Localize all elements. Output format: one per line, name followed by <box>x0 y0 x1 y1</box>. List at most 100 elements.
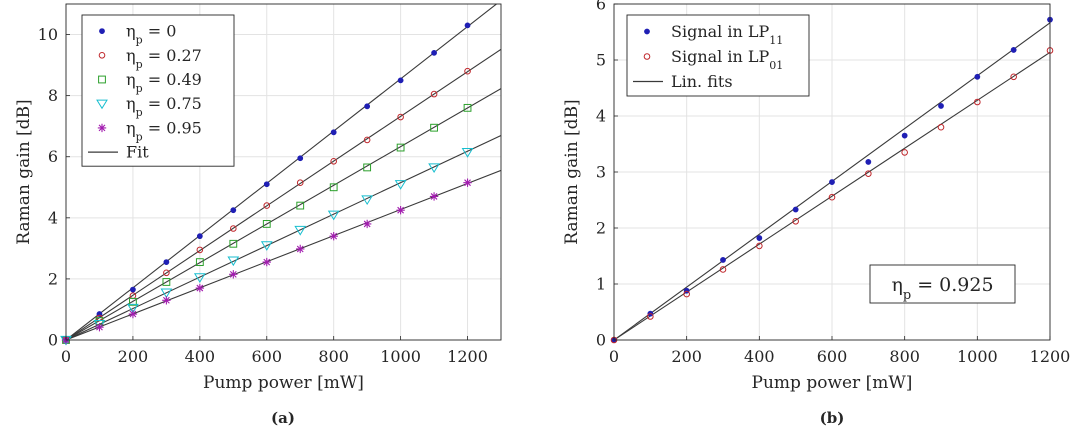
x-tick-label: 1200 <box>447 347 488 366</box>
y-tick-label: 2 <box>48 269 58 288</box>
data-point <box>330 129 337 136</box>
data-point <box>162 296 171 305</box>
data-point <box>683 290 690 298</box>
data-point <box>160 288 173 299</box>
data-point <box>792 206 799 213</box>
data-point <box>130 286 136 293</box>
data-point <box>756 235 763 241</box>
x-axis-label: Pump power [mW] <box>752 373 913 393</box>
data-point <box>865 159 872 165</box>
data-point <box>263 181 270 188</box>
annotation: ηp = 0.925 <box>869 264 1016 304</box>
legend-item-fit: Fit <box>88 143 149 162</box>
series-1 <box>611 16 1053 343</box>
legend-item: ηp = 0.95 <box>97 118 202 143</box>
x-tick-label: 400 <box>744 347 775 366</box>
legend-marker <box>644 28 650 35</box>
legend-marker <box>643 53 651 60</box>
fit-line <box>66 135 501 340</box>
fit-lines <box>66 4 501 340</box>
y-tick-label: 0 <box>48 331 58 350</box>
data-point <box>229 270 238 279</box>
x-tick-label: 1200 <box>1030 347 1071 366</box>
y-axis-label: Raman gain [dB] <box>14 99 34 244</box>
data-point <box>127 303 139 314</box>
data-point <box>463 103 472 112</box>
series-3 <box>62 103 472 344</box>
legend-label: ηp = 0.49 <box>126 70 202 95</box>
data-point <box>263 202 271 209</box>
panel-caption: (b) <box>820 409 845 427</box>
data-point <box>464 67 471 75</box>
legend-marker <box>97 123 107 133</box>
data-point <box>865 170 872 177</box>
y-tick-label: 5 <box>596 51 606 70</box>
data-point <box>792 217 799 225</box>
data-point <box>364 103 371 110</box>
data-point <box>461 148 474 158</box>
data-point <box>163 259 170 266</box>
legend-item: Signal in LP01 <box>643 47 783 72</box>
axes-box <box>65 3 502 341</box>
legend-label: ηp = 0 <box>126 22 176 47</box>
panel-caption: (a) <box>271 409 295 427</box>
data-point <box>829 179 835 185</box>
y-tick-label: 4 <box>48 208 58 227</box>
data-point <box>937 123 945 131</box>
data-point <box>327 210 340 221</box>
data-point <box>227 256 240 267</box>
data-point <box>431 49 437 56</box>
data-point <box>396 143 405 152</box>
data-point <box>1010 47 1017 53</box>
legend-item: Signal in LP11 <box>644 22 783 47</box>
y-tick-label: 10 <box>38 25 58 44</box>
legend-item: ηp = 0.49 <box>98 70 202 95</box>
data-point <box>396 205 405 215</box>
data-point <box>195 283 205 293</box>
data-point <box>938 103 944 109</box>
fit-line <box>66 169 501 340</box>
data-point <box>428 163 440 173</box>
data-point <box>195 258 204 267</box>
data-point <box>262 257 271 267</box>
data-point <box>397 113 404 121</box>
data-point <box>296 201 305 210</box>
y-tick-label: 6 <box>48 147 58 166</box>
x-tick-label: 1000 <box>380 347 421 366</box>
data-point <box>901 149 908 156</box>
data-point <box>230 207 237 214</box>
legend-marker <box>99 28 105 34</box>
legend-box <box>626 14 810 97</box>
data-point <box>974 73 981 80</box>
data-point <box>262 220 271 228</box>
data-point <box>361 195 374 206</box>
legend-marker <box>98 75 106 84</box>
data-point <box>429 192 439 201</box>
data-point <box>363 136 371 144</box>
data-point <box>297 155 304 162</box>
data-point <box>163 269 170 277</box>
data-point <box>128 309 138 319</box>
y-axis-label: Raman gain [dB] <box>562 99 582 244</box>
x-tick-label: 1000 <box>957 347 998 366</box>
tick-labels: 0 200 400 600 800 1000 1200 0 2 4 6 8 10 <box>38 25 488 366</box>
data-point <box>397 77 404 84</box>
panel-b: 0 200 400 600 800 1000 1200 0 1 2 3 4 5 6 Pump power [… <box>562 0 1070 427</box>
data-point <box>463 178 472 187</box>
annotation-box <box>869 264 1016 304</box>
data-point <box>229 239 238 248</box>
data-point <box>974 98 981 106</box>
x-tick-label: 800 <box>318 347 349 366</box>
data-point <box>828 193 836 201</box>
y-tick-label: 0 <box>596 331 606 350</box>
data-point <box>363 163 372 172</box>
x-tick-label: 0 <box>609 347 619 366</box>
data-point <box>196 233 203 240</box>
series-2 <box>610 47 1054 344</box>
x-axis-label: Pump power [mW] <box>203 373 364 393</box>
legend-item-fit: Lin. fits <box>633 72 733 91</box>
data-point <box>720 257 726 263</box>
x-tick-label: 600 <box>251 347 282 366</box>
x-tick-label: 400 <box>185 347 216 366</box>
